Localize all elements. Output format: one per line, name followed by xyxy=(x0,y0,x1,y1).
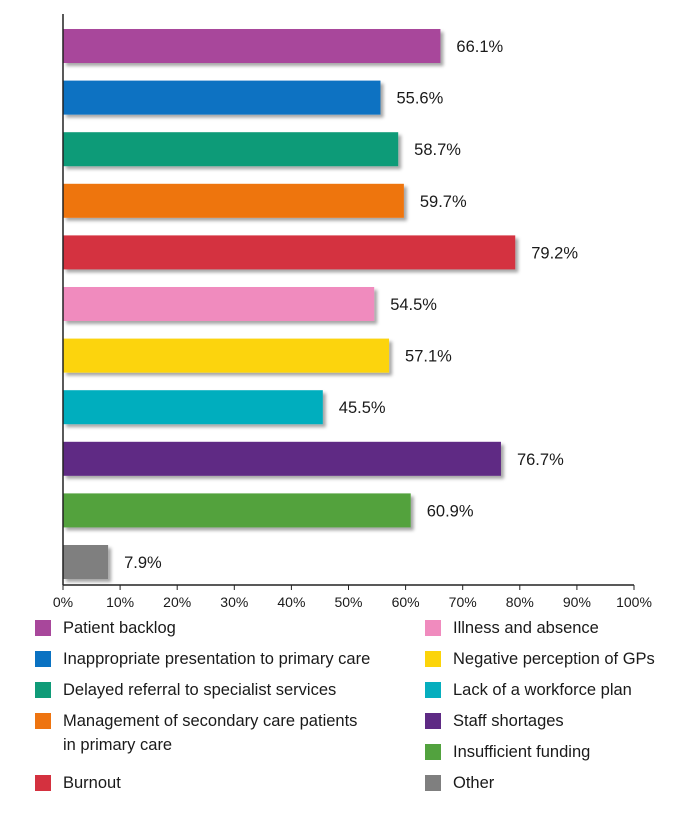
bar xyxy=(63,29,441,63)
legend-swatch xyxy=(425,651,441,667)
x-tick-label: 30% xyxy=(220,594,248,610)
bar-value-label: 79.2% xyxy=(531,244,578,262)
legend-swatch xyxy=(35,713,51,729)
bar xyxy=(63,338,390,373)
bar-value-label: 76.7% xyxy=(517,451,564,469)
legend-label: Management of secondary care patients in… xyxy=(63,712,358,754)
legend-label: Insufficient funding xyxy=(453,743,591,761)
x-tick-label: 100% xyxy=(616,594,652,610)
bar xyxy=(63,80,381,115)
x-tick-label: 0% xyxy=(53,594,73,610)
x-tick-label: 50% xyxy=(334,594,362,610)
legend-item: Staff shortages xyxy=(425,709,564,733)
legend-item: Management of secondary care patients in… xyxy=(35,709,357,757)
bar-value-label: 55.6% xyxy=(396,90,443,108)
legend-swatch xyxy=(425,744,441,760)
legend-swatch xyxy=(425,620,441,636)
bar xyxy=(63,287,375,321)
legend-label: Burnout xyxy=(63,774,121,792)
bar-value-label: 57.1% xyxy=(405,348,452,366)
x-tick-label: 40% xyxy=(277,594,305,610)
bar-value-label: 54.5% xyxy=(390,296,437,314)
bar xyxy=(63,441,501,476)
legend-item: Lack of a workforce plan xyxy=(425,678,632,702)
legend-label: Staff shortages xyxy=(453,712,564,730)
x-tick-label: 20% xyxy=(163,594,191,610)
legend-swatch xyxy=(425,775,441,791)
legend-label: Inappropriate presentation to primary ca… xyxy=(63,650,371,668)
x-tick-label: 80% xyxy=(506,594,534,610)
bar xyxy=(63,183,404,218)
x-tick-label: 90% xyxy=(563,594,591,610)
bar-value-label: 59.7% xyxy=(420,193,467,211)
legend-label: Lack of a workforce plan xyxy=(453,681,632,699)
bar-value-label: 58.7% xyxy=(414,141,461,159)
legend-label: Other xyxy=(453,774,495,792)
x-tick-label: 60% xyxy=(392,594,420,610)
legend-swatch xyxy=(425,682,441,698)
bar-value-label: 45.5% xyxy=(339,399,386,417)
value-labels-group: 66.1% 55.6% 58.7% 59.7% 79.2% 54.5% 57.1% 45.5%… xyxy=(124,38,578,572)
bar xyxy=(63,493,411,528)
bar xyxy=(63,132,399,167)
legend-item: Burnout xyxy=(35,771,121,795)
legend-swatch xyxy=(425,713,441,729)
chart-legend: Patient backlog Inappropriate presentatio… xyxy=(0,616,700,816)
legend-label: Patient backlog xyxy=(63,619,176,637)
x-tick-label: 10% xyxy=(106,594,134,610)
bars-group xyxy=(63,29,516,579)
bar-chart: 66.1% 55.6% 58.7% 59.7% 79.2% 54.5% 57.1% 45.5%… xyxy=(53,14,652,610)
legend-item: Insufficient funding xyxy=(425,740,590,764)
legend-swatch xyxy=(35,682,51,698)
x-tick-label: 70% xyxy=(449,594,477,610)
bar-value-label: 66.1% xyxy=(456,38,503,56)
legend-item: Other xyxy=(425,771,494,795)
legend-label: Delayed referral to specialist services xyxy=(63,681,337,699)
legend-item: Inappropriate presentation to primary ca… xyxy=(35,647,370,671)
legend-swatch xyxy=(35,620,51,636)
legend-item: Illness and absence xyxy=(425,616,599,640)
bar xyxy=(63,390,323,425)
legend-item: Patient backlog xyxy=(35,616,176,640)
bar xyxy=(63,235,516,270)
legend-swatch xyxy=(35,651,51,667)
x-axis-ticks: 0% 10% 20% 30% 40% 50% 60% 70% 80% 90% 100% xyxy=(53,585,652,610)
legend-swatch xyxy=(35,775,51,791)
bar-value-label: 7.9% xyxy=(124,554,162,572)
legend-item: Delayed referral to specialist services xyxy=(35,678,336,702)
legend-label: Negative perception of GPs xyxy=(453,650,655,668)
bar xyxy=(63,545,109,579)
bar-value-label: 60.9% xyxy=(427,502,474,520)
legend-item: Negative perception of GPs xyxy=(425,647,655,671)
legend-label: Illness and absence xyxy=(453,619,599,637)
